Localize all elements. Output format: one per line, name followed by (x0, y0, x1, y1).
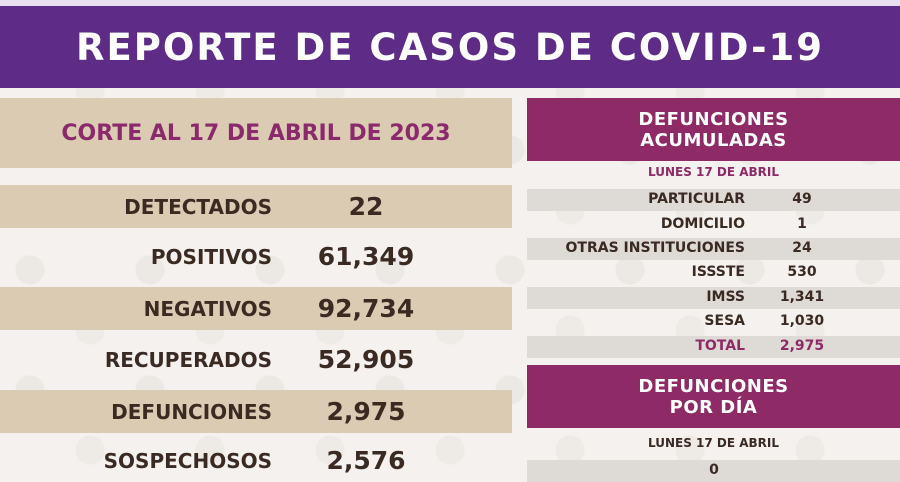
title-banner: REPORTE DE CASOS DE COVID-19 (0, 6, 900, 88)
deaths-row-otras: OTRAS INSTITUCIONES 24 (527, 238, 900, 260)
stat-label: DEFUNCIONES (111, 399, 272, 424)
deaths-value: 1 (797, 216, 807, 232)
stat-value: 2,975 (326, 397, 406, 426)
stat-row-negativos: NEGATIVOS 92,734 (0, 287, 512, 330)
stat-label: NEGATIVOS (143, 296, 272, 321)
stat-row-positivos: POSITIVOS 61,349 (0, 235, 512, 278)
deaths-value: 49 (792, 191, 812, 207)
cutoff-date: CORTE AL 17 DE ABRIL DE 2023 (61, 120, 451, 146)
deaths-value: 1,341 (779, 289, 825, 305)
stat-label: POSITIVOS (150, 244, 272, 269)
stat-value: 92,734 (317, 294, 415, 323)
stat-value: 52,905 (317, 345, 415, 374)
stat-row-sospechosos: SOSPECHOSOS 2,576 (0, 439, 512, 482)
stat-label: SOSPECHOSOS (103, 448, 272, 473)
deaths-row-imss: IMSS 1,341 (527, 287, 900, 309)
accumulated-heading-line1: DEFUNCIONES (638, 108, 789, 130)
accumulated-deaths-header: DEFUNCIONES ACUMULADAS (527, 98, 900, 161)
deaths-label: PARTICULAR (648, 191, 745, 207)
stat-value: 22 (348, 192, 384, 221)
deaths-label: DOMICILIO (660, 216, 745, 232)
daily-deaths-header: DEFUNCIONES POR DÍA (527, 365, 900, 428)
daily-heading-line1: DEFUNCIONES (638, 375, 789, 397)
deaths-panel: DEFUNCIONES ACUMULADAS LUNES 17 DE ABRIL… (527, 98, 900, 482)
deaths-value: 1,030 (779, 313, 825, 329)
deaths-total-label: TOTAL (695, 338, 745, 354)
deaths-value: 24 (792, 240, 812, 256)
deaths-row-domicilio: DOMICILIO 1 (527, 214, 900, 236)
daily-date: LUNES 17 DE ABRIL (647, 436, 780, 450)
report-title: REPORTE DE CASOS DE COVID-19 (76, 25, 824, 69)
stat-label: DETECTADOS (124, 194, 272, 219)
stat-value: 61,349 (317, 242, 415, 271)
daily-deaths-value: 0 (709, 462, 719, 478)
daily-deaths-row: 0 (527, 460, 900, 482)
deaths-label: OTRAS INSTITUCIONES (565, 240, 745, 256)
deaths-row-total: TOTAL 2,975 (527, 336, 900, 358)
daily-heading-line2: POR DÍA (669, 396, 758, 418)
deaths-row-sesa: SESA 1,030 (527, 311, 900, 333)
stat-label: RECUPERADOS (104, 347, 272, 372)
accumulated-date: LUNES 17 DE ABRIL (647, 165, 780, 179)
deaths-label: SESA (704, 313, 745, 329)
stat-row-defunciones: DEFUNCIONES 2,975 (0, 390, 512, 433)
stat-row-detectados: DETECTADOS 22 (0, 185, 512, 228)
stat-row-recuperados: RECUPERADOS 52,905 (0, 338, 512, 381)
accumulated-heading-line2: ACUMULADAS (640, 129, 787, 151)
summary-panel: CORTE AL 17 DE ABRIL DE 2023 DETECTADOS … (0, 98, 512, 482)
deaths-value: 530 (787, 264, 817, 280)
deaths-row-issste: ISSSTE 530 (527, 262, 900, 284)
deaths-total-value: 2,975 (779, 338, 825, 354)
top-strip (0, 0, 900, 6)
deaths-label: IMSS (706, 289, 745, 305)
deaths-label: ISSSTE (691, 264, 745, 280)
stat-value: 2,576 (326, 446, 406, 475)
cutoff-banner: CORTE AL 17 DE ABRIL DE 2023 (0, 98, 512, 168)
deaths-row-particular: PARTICULAR 49 (527, 189, 900, 211)
